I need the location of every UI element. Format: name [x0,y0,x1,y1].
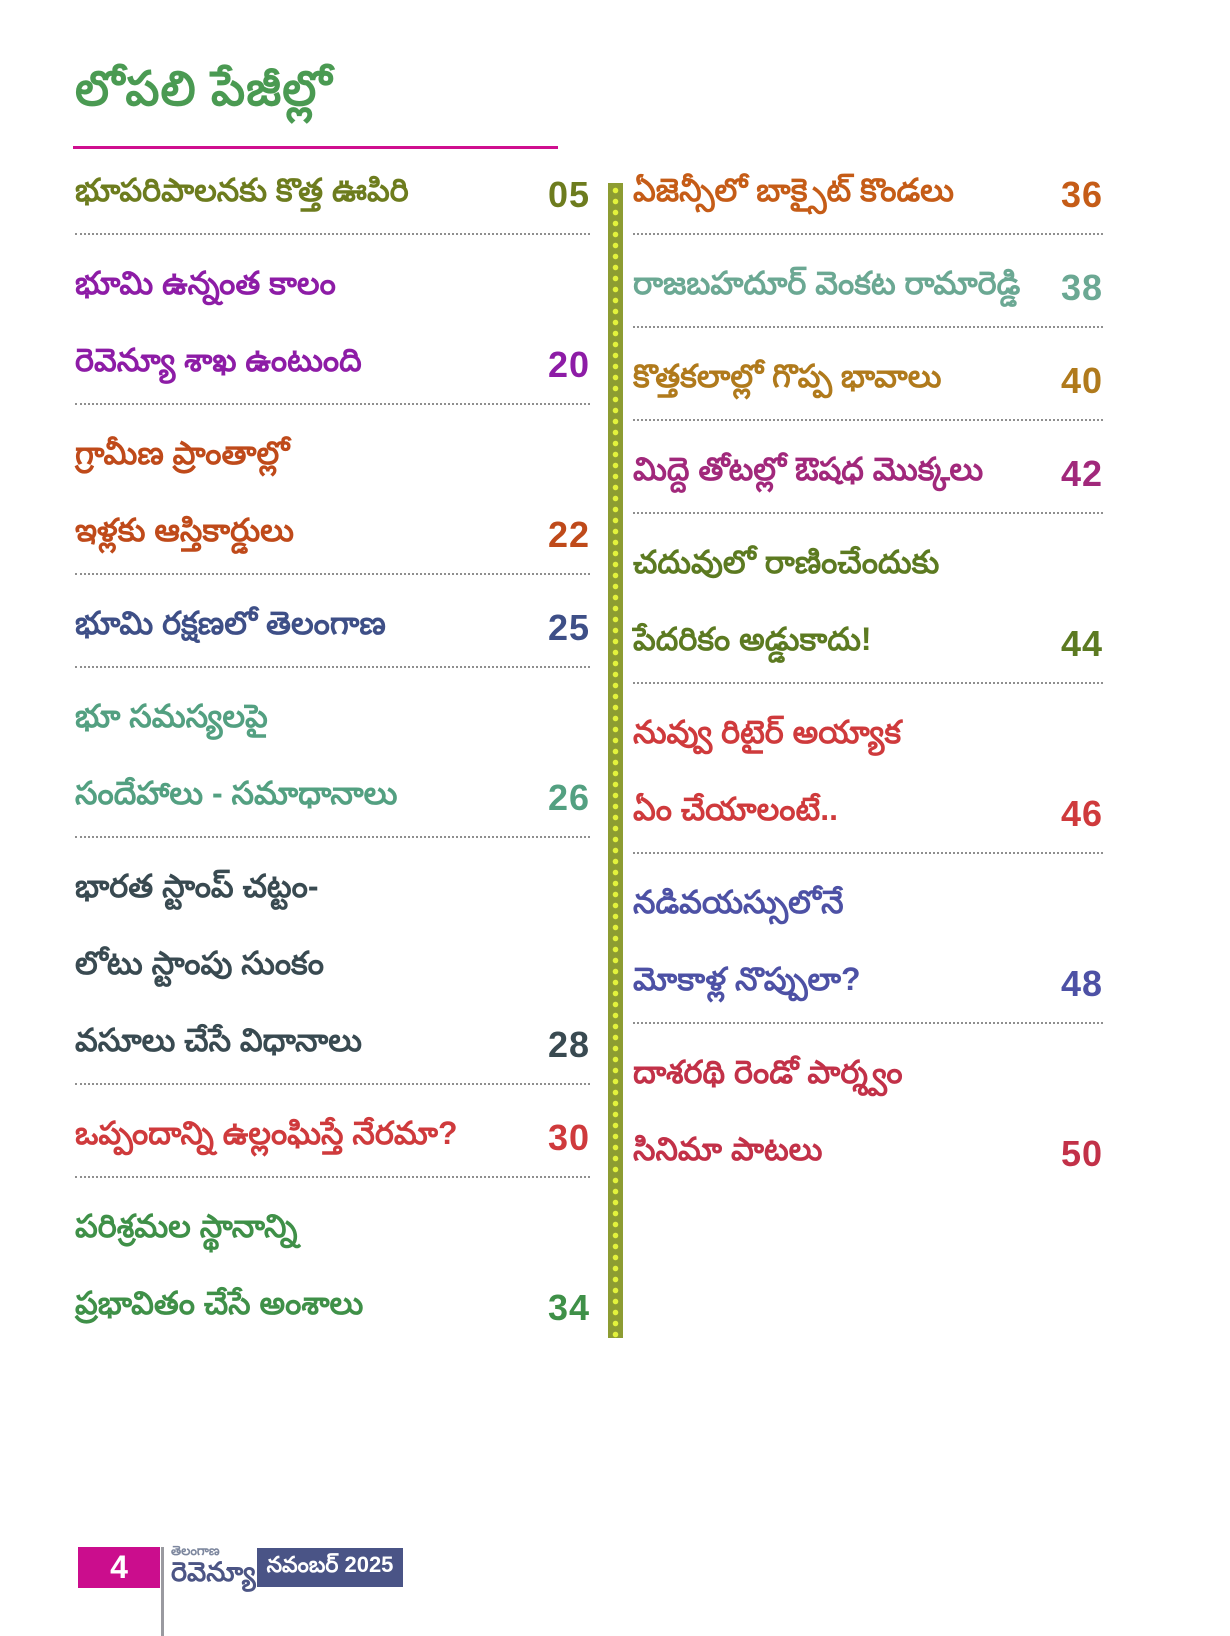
toc-entry: భూమి ఉన్నంత కాలం రెవెన్యూ శాఖ ఉంటుంది 20 [75,249,590,405]
toc-entry-page-number: 30 [547,1116,590,1158]
toc-entry-title: సినిమా పాటలు [633,1131,823,1167]
toc-entry-title: లోటు స్టాంపు సుంకం [75,945,324,981]
toc-entry-title: చదువులో రాణించేందుకు [633,544,940,580]
toc-entry: భూపరిపాలనకు కొత్త ఊపిరి 05 [75,156,590,235]
toc-entry-line: సందేహాలు - సమాధానాలు 26 [75,759,590,836]
toc-entry: భారత స్టాంప్ చట్టం- లోటు స్టాంపు సుంకం వ… [75,852,590,1085]
magazine-logo-state: తెలంగాణ [171,1543,220,1558]
toc-entry-page-number: 38 [1060,266,1103,308]
toc-entry: భూమి రక్షణలో తెలంగాణ 25 [75,589,590,668]
toc-entry: పరిశ్రమల స్థానాన్ని ప్రభావితం చేసే అంశాల… [75,1192,590,1346]
toc-entry-title: నువ్వు రిటైర్ అయ్యాక [633,714,902,750]
toc-entry-page-number: 36 [1060,173,1103,215]
toc-entry-line: పేదరికం అడ్డుకాదు! 44 [633,605,1103,682]
toc-entry-title: ఇళ్లకు ఆస్తికార్డులు [75,512,294,548]
toc-entry-page-number: 46 [1060,792,1103,834]
toc-right-column: ఏజెన్సీలో బాక్సైట్ కొండలు 36 రాజబహదూర్ వ… [633,156,1103,1206]
toc-entry-line: ప్రభావితం చేసే అంశాలు 34 [75,1269,590,1346]
toc-entry: ఒప్పందాన్ని ఉల్లంఘిస్తే నేరమా? 30 [75,1099,590,1178]
toc-entry-page-number: 50 [1060,1132,1103,1174]
toc-entry-line: ఏజెన్సీలో బాక్సైట్ కొండలు 36 [633,156,1103,233]
toc-entry-page-number: 05 [547,173,590,215]
toc-entry-line: రెవెన్యూ శాఖ ఉంటుంది 20 [75,326,590,403]
toc-entry-page-number: 44 [1060,622,1103,664]
toc-entry-title: భారత స్టాంప్ చట్టం- [75,868,319,904]
column-divider [608,183,623,1338]
toc-entry-page-number: 40 [1060,359,1103,401]
magazine-logo: తెలంగాణ రెవెన్యూ [171,1544,256,1586]
toc-entry-title: పరిశ్రమల స్థానాన్ని [75,1208,298,1244]
toc-entry-page-number: 42 [1060,452,1103,494]
toc-entry-line: సినిమా పాటలు 50 [633,1115,1103,1192]
toc-entry-line: మోకాళ్ల నొప్పులా? 48 [633,945,1103,1022]
toc-entry-title: భూమి ఉన్నంత కాలం [75,265,336,301]
toc-entry-line: భారత స్టాంప్ చట్టం- [75,852,590,929]
toc-entry-page-number: 25 [547,606,590,648]
toc-entry-line: ఏం చేయాలంటే.. 46 [633,775,1103,852]
toc-entry: దాశరథి రెండో పార్శ్వం సినిమా పాటలు 50 [633,1038,1103,1192]
toc-entry: చదువులో రాణించేందుకు పేదరికం అడ్డుకాదు! … [633,528,1103,684]
toc-entry-page-number: 34 [547,1286,590,1328]
toc-entry: నువ్వు రిటైర్ అయ్యాక ఏం చేయాలంటే.. 46 [633,698,1103,854]
magazine-logo-name: రెవెన్యూ [171,1556,256,1587]
toc-entry-line: మిద్దె తోటల్లో ఔషధ మొక్కలు 42 [633,435,1103,512]
toc-entry: గ్రామీణ ప్రాంతాల్లో ఇళ్లకు ఆస్తికార్డులు… [75,419,590,575]
toc-entry-page-number: 22 [547,513,590,555]
footer-divider-line [161,1547,164,1636]
toc-entry-title: ఏజెన్సీలో బాక్సైట్ కొండలు [633,172,954,208]
toc-entry-title: ప్రభావితం చేసే అంశాలు [75,1285,364,1321]
toc-entry-line: రాజబహదూర్ వెంకట రామారెడ్డి 38 [633,249,1103,326]
toc-entry-line: పరిశ్రమల స్థానాన్ని [75,1192,590,1269]
toc-entry-line: చదువులో రాణించేందుకు [633,528,1103,605]
toc-entry-line: వసూలు చేసే విధానాలు 28 [75,1006,590,1083]
toc-entry-line: భూపరిపాలనకు కొత్త ఊపిరి 05 [75,156,590,233]
toc-entry-title: మోకాళ్ల నొప్పులా? [633,961,861,997]
toc-entry-line: ఒప్పందాన్ని ఉల్లంఘిస్తే నేరమా? 30 [75,1099,590,1176]
toc-entry-line: ఇళ్లకు ఆస్తికార్డులు 22 [75,496,590,573]
toc-entry-title: ఒప్పందాన్ని ఉల్లంఘిస్తే నేరమా? [75,1115,458,1151]
toc-entry: కొత్తకలాల్లో గొప్ప భావాలు 40 [633,342,1103,421]
toc-left-column: భూపరిపాలనకు కొత్త ఊపిరి 05 భూమి ఉన్నంత క… [75,156,590,1360]
issue-date-badge: నవంబర్ 2025 [257,1548,403,1587]
title-underline [73,146,558,149]
toc-entry-page-number: 28 [547,1023,590,1065]
toc-entry-title: భూపరిపాలనకు కొత్త ఊపిరి [75,172,409,208]
toc-entry: రాజబహదూర్ వెంకట రామారెడ్డి 38 [633,249,1103,328]
toc-entry-line: గ్రామీణ ప్రాంతాల్లో [75,419,590,496]
toc-entry: ఏజెన్సీలో బాక్సైట్ కొండలు 36 [633,156,1103,235]
toc-entry-title: రాజబహదూర్ వెంకట రామారెడ్డి [633,265,1021,301]
toc-entry-line: కొత్తకలాల్లో గొప్ప భావాలు 40 [633,342,1103,419]
toc-entry-line: భూమి ఉన్నంత కాలం [75,249,590,326]
toc-entry-title: భూమి రక్షణలో తెలంగాణ [75,605,386,641]
toc-entry: నడివయస్సులోనే మోకాళ్ల నొప్పులా? 48 [633,868,1103,1024]
toc-entry-title: కొత్తకలాల్లో గొప్ప భావాలు [633,358,942,394]
toc-entry-title: పేదరికం అడ్డుకాదు! [633,621,872,657]
toc-entry-page-number: 20 [547,343,590,385]
toc-entry-title: వసూలు చేసే విధానాలు [75,1022,362,1058]
toc-entry-line: నడివయస్సులోనే [633,868,1103,945]
toc-entry-line: లోటు స్టాంపు సుంకం [75,929,590,1006]
page-title: లోపలి పేజీల్లో [75,63,333,116]
toc-entry-line: దాశరథి రెండో పార్శ్వం [633,1038,1103,1115]
toc-entry-title: నడివయస్సులోనే [633,884,844,920]
toc-entry: భూ సమస్యలపై సందేహాలు - సమాధానాలు 26 [75,682,590,838]
toc-entry: మిద్దె తోటల్లో ఔషధ మొక్కలు 42 [633,435,1103,514]
toc-entry-page-number: 48 [1060,962,1103,1004]
toc-entry-title: ఏం చేయాలంటే.. [633,791,839,827]
toc-entry-title: మిద్దె తోటల్లో ఔషధ మొక్కలు [633,451,984,487]
toc-entry-title: దాశరథి రెండో పార్శ్వం [633,1054,903,1090]
toc-entry-title: సందేహాలు - సమాధానాలు [75,775,398,811]
toc-entry-title: భూ సమస్యలపై [75,698,268,734]
toc-entry-line: భూ సమస్యలపై [75,682,590,759]
toc-entry-title: రెవెన్యూ శాఖ ఉంటుంది [75,342,362,378]
toc-entry-line: నువ్వు రిటైర్ అయ్యాక [633,698,1103,775]
toc-entry-page-number: 26 [547,776,590,818]
page-number-box: 4 [78,1547,160,1588]
toc-entry-title: గ్రామీణ ప్రాంతాల్లో [75,435,290,471]
toc-entry-line: భూమి రక్షణలో తెలంగాణ 25 [75,589,590,666]
